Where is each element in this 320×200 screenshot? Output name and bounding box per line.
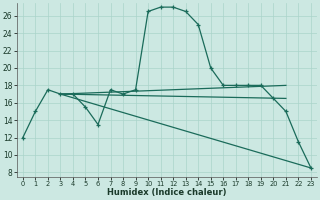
X-axis label: Humidex (Indice chaleur): Humidex (Indice chaleur) xyxy=(107,188,227,197)
